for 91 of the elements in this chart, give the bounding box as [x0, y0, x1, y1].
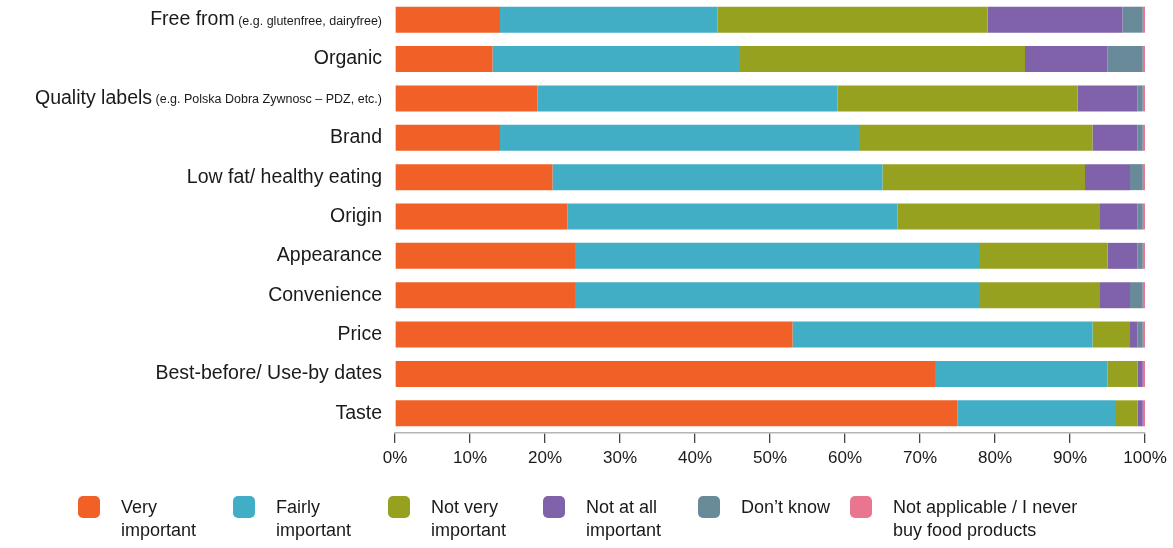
- bar: [1085, 164, 1130, 191]
- bar: [1130, 321, 1138, 348]
- bar: [575, 242, 980, 269]
- legend-label: Very important: [121, 496, 198, 542]
- bar: [1142, 46, 1145, 73]
- bar: [1100, 203, 1138, 230]
- bar: [1107, 360, 1138, 387]
- y-tick-label: Appearance: [276, 243, 382, 266]
- bar: [395, 85, 538, 112]
- y-tick-label: Origin: [329, 203, 382, 226]
- bar: [860, 124, 1093, 151]
- bar: [980, 242, 1108, 269]
- x-tick-label: 100%: [1123, 447, 1167, 467]
- bar: [567, 203, 898, 230]
- bar: [882, 164, 1085, 191]
- bar: [717, 6, 988, 33]
- x-tick-label: 70%: [902, 447, 938, 467]
- bar: [1142, 164, 1145, 191]
- bar: [1130, 164, 1143, 191]
- bar: [500, 6, 718, 33]
- bar: [395, 400, 958, 427]
- bar: [957, 400, 1115, 427]
- x-tick-label: 30%: [602, 447, 638, 467]
- bar: [575, 282, 980, 309]
- legend-label: Not applicable / I never buy food products: [893, 496, 1079, 542]
- bar: [395, 124, 500, 151]
- bar: [1142, 124, 1145, 151]
- bar: [1115, 400, 1138, 427]
- y-tick-label: Price: [337, 321, 382, 344]
- bar: [1092, 321, 1130, 348]
- y-tick-label: Brand: [329, 125, 382, 148]
- legend-label: Not at all important: [586, 496, 663, 542]
- bar: [1077, 85, 1138, 112]
- bar: [897, 203, 1100, 230]
- bar: [1107, 46, 1143, 73]
- bar: [1137, 321, 1143, 348]
- y-tick-label: Free from (e.g. glutenfree, dairyfree): [150, 7, 382, 30]
- x-tick-label: 0%: [382, 447, 408, 467]
- bar: [1107, 242, 1138, 269]
- bar: [395, 6, 500, 33]
- y-tick-label: Best-before/ Use-by dates: [155, 361, 383, 384]
- bar: [1137, 242, 1143, 269]
- bar: [1142, 400, 1145, 427]
- bar: [1142, 282, 1145, 309]
- bar: [537, 85, 838, 112]
- bar: [1025, 46, 1108, 73]
- y-tick-label: Taste: [335, 400, 382, 423]
- bar: [935, 360, 1108, 387]
- bar: [792, 321, 1093, 348]
- bar: [740, 46, 1025, 73]
- bar: [500, 124, 860, 151]
- bar: [1137, 400, 1143, 427]
- bar: [1142, 6, 1145, 33]
- legend-label: Don’t know: [741, 496, 831, 519]
- bar: [837, 85, 1078, 112]
- x-tick-label: 50%: [752, 447, 788, 467]
- bar: [395, 282, 575, 309]
- bar: [1137, 124, 1143, 151]
- y-tick-label: Quality labels (e.g. Polska Dobra Zywnosc – PDZ, etc.): [35, 85, 382, 108]
- bar: [552, 164, 883, 191]
- bar: [1142, 242, 1145, 269]
- bar: [395, 203, 568, 230]
- legend-label: Fairly important: [276, 496, 353, 542]
- y-tick-label: Organic: [313, 46, 383, 69]
- bar: [980, 282, 1100, 309]
- y-tick-label: Low fat/ healthy eating: [186, 164, 382, 187]
- bar: [1122, 6, 1143, 33]
- bar: [1137, 360, 1143, 387]
- bar: [395, 46, 493, 73]
- x-tick-label: 10%: [452, 447, 488, 467]
- bar: [1142, 85, 1145, 112]
- bar: [492, 46, 740, 73]
- x-tick-label: 80%: [977, 447, 1013, 467]
- bar: [987, 6, 1123, 33]
- y-tick-label: Convenience: [268, 282, 382, 305]
- x-tick-label: 20%: [527, 447, 563, 467]
- x-tick-label: 40%: [677, 447, 713, 467]
- bar: [395, 321, 793, 348]
- bar: [395, 360, 935, 387]
- bar: [1092, 124, 1138, 151]
- bar: [1137, 203, 1143, 230]
- x-tick-label: 60%: [827, 447, 863, 467]
- bar: [1142, 360, 1145, 387]
- bar: [395, 242, 575, 269]
- legend-label: Not very important: [431, 496, 508, 542]
- bar: [395, 164, 553, 191]
- bar: [1100, 282, 1130, 309]
- bar: [1137, 85, 1143, 112]
- bar: [1142, 321, 1145, 348]
- bar: [1130, 282, 1143, 309]
- x-tick-label: 90%: [1052, 447, 1088, 467]
